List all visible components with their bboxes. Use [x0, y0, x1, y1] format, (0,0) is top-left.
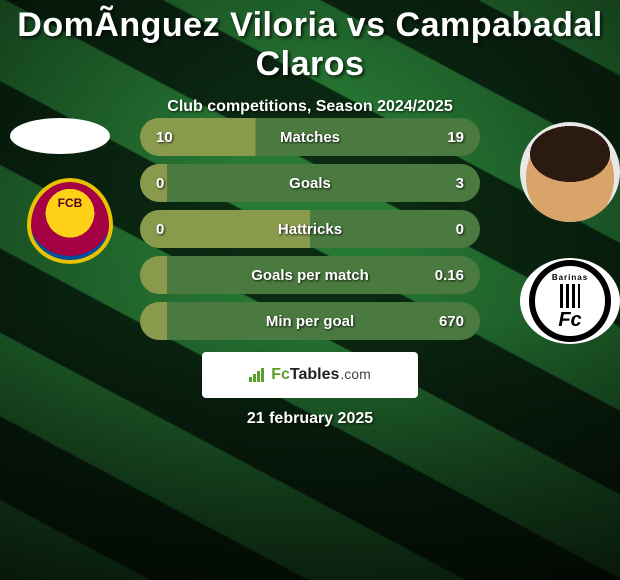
- stat-row: Min per goal670: [140, 302, 480, 340]
- page-title: DomÃ­nguez Viloria vs Campabadal Claros: [0, 0, 620, 84]
- brand-suffix: .com: [340, 366, 370, 382]
- stat-labels: Goals per match0.16: [140, 256, 480, 294]
- stat-value-right: 19: [424, 129, 464, 146]
- stat-value-left: 10: [156, 129, 196, 146]
- stat-labels: 0Hattricks0: [140, 210, 480, 248]
- stat-labels: Min per goal670: [140, 302, 480, 340]
- stat-value-right: 3: [424, 175, 464, 192]
- content-root: DomÃ­nguez Viloria vs Campabadal Claros …: [0, 0, 620, 580]
- stat-labels: 0Goals3: [140, 164, 480, 202]
- stat-row: 0Goals3: [140, 164, 480, 202]
- stat-label: Hattricks: [196, 221, 424, 238]
- brand-footer[interactable]: FcTables.com: [202, 352, 418, 398]
- stat-label: Goals per match: [196, 267, 424, 284]
- stat-value-right: 670: [424, 313, 464, 330]
- page-subtitle: Club competitions, Season 2024/2025: [0, 98, 620, 116]
- brand-prefix: Fc: [271, 366, 290, 384]
- stat-value-right: 0.16: [424, 267, 464, 284]
- brand-rest: Tables: [290, 366, 340, 384]
- stat-row: 0Hattricks0: [140, 210, 480, 248]
- stat-label: Goals: [196, 175, 424, 192]
- stat-labels: 10Matches19: [140, 118, 480, 156]
- bar-chart-icon: [249, 368, 267, 382]
- stat-value-left: 0: [156, 175, 196, 192]
- stat-value-left: 0: [156, 221, 196, 238]
- stat-row: 10Matches19: [140, 118, 480, 156]
- stat-label: Min per goal: [196, 313, 424, 330]
- stat-row: Goals per match0.16: [140, 256, 480, 294]
- brand-text: FcTables.com: [271, 366, 371, 384]
- stats-list: 10Matches190Goals30Hattricks0Goals per m…: [0, 118, 620, 348]
- stat-label: Matches: [196, 129, 424, 146]
- stat-value-right: 0: [424, 221, 464, 238]
- comparison-date: 21 february 2025: [0, 410, 620, 428]
